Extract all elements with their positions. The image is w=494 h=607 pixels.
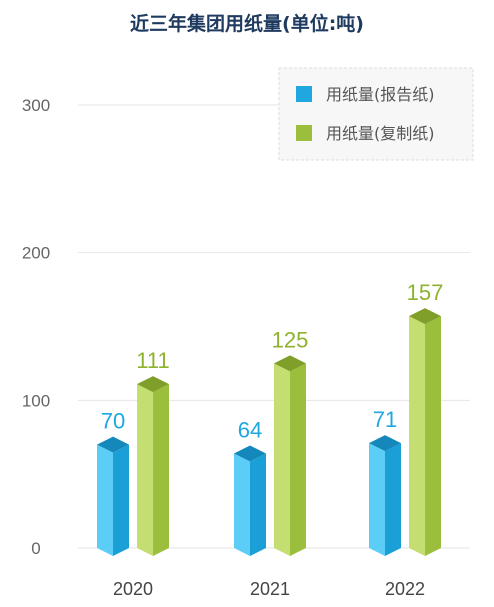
data-label: 157: [407, 280, 444, 305]
legend-swatch-copy-paper: [296, 125, 312, 141]
bar-face-right: [385, 443, 401, 556]
bar-face-right: [290, 363, 306, 556]
bars: [97, 308, 441, 556]
legend-box: [278, 67, 474, 161]
bar-face-right: [425, 316, 441, 556]
bar-top: [234, 445, 266, 462]
x-axis: 2020 2021 2022: [113, 579, 425, 599]
bar-2021-report-paper: [234, 445, 266, 556]
y-tick-label: 200: [22, 244, 50, 263]
bar-face-left: [234, 453, 250, 556]
data-label: 70: [101, 409, 125, 434]
bar-face-right: [113, 444, 129, 556]
legend-swatch-report-paper: [296, 86, 312, 102]
x-tick-label: 2021: [250, 579, 290, 599]
data-labels: 70 111 64 125 71 157: [101, 280, 444, 442]
bar-face-left: [137, 384, 153, 556]
bar-2020-report-paper: [97, 436, 129, 556]
x-tick-label: 2022: [385, 579, 425, 599]
data-label: 111: [136, 348, 169, 373]
legend-label-copy-paper: 用纸量(复制纸): [326, 124, 435, 143]
bar-2022-copy-paper: [409, 308, 441, 556]
x-tick-label: 2020: [113, 579, 153, 599]
bar-2021-copy-paper: [274, 355, 306, 556]
bar-top: [97, 436, 129, 453]
data-label: 71: [373, 407, 397, 432]
bar-2020-copy-paper: [137, 376, 169, 556]
data-label: 64: [238, 417, 262, 442]
y-tick-label: 0: [31, 539, 40, 558]
bar-face-right: [250, 453, 266, 556]
bar-face-left: [97, 444, 113, 556]
y-tick-label: 300: [22, 96, 50, 115]
data-label: 125: [272, 327, 309, 352]
legend-label-report-paper: 用纸量(报告纸): [326, 85, 435, 104]
bar-top: [274, 355, 306, 372]
legend: 用纸量(报告纸) 用纸量(复制纸): [278, 67, 474, 161]
bar-face-left: [409, 316, 425, 556]
bar-top: [409, 308, 441, 325]
bar-top: [137, 376, 169, 393]
y-axis: 0 100 200 300: [22, 96, 50, 558]
bar-top: [369, 435, 401, 452]
bar-face-right: [153, 384, 169, 556]
bar-face-left: [369, 443, 385, 556]
bar-face-left: [274, 363, 290, 556]
bar-2022-report-paper: [369, 435, 401, 556]
y-tick-label: 100: [22, 391, 50, 410]
chart-title: 近三年集团用纸量(单位:吨): [130, 12, 364, 35]
